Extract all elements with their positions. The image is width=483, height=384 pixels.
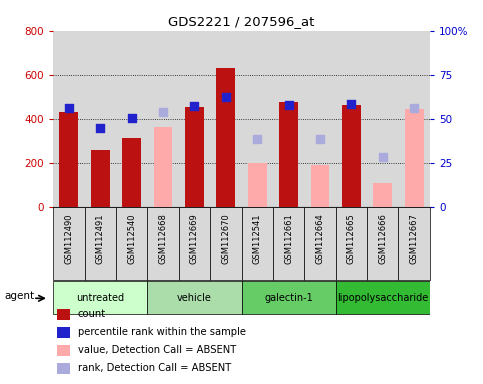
Bar [179,31,210,207]
Bar [279,103,298,207]
Bar [216,68,235,207]
Bar [242,281,336,314]
Text: GSM112666: GSM112666 [378,213,387,264]
Text: value, Detection Call = ABSENT: value, Detection Call = ABSENT [78,345,236,355]
Point [97,125,104,131]
Bar [398,31,430,207]
Bar [304,207,336,280]
Text: GSM112670: GSM112670 [221,213,230,264]
Point [128,115,135,121]
Bar [248,163,267,207]
Bar [53,281,147,314]
Bar [336,207,367,280]
Bar [53,31,85,207]
Bar [273,207,304,280]
Text: vehicle: vehicle [177,293,212,303]
Bar [273,31,304,207]
Bar [210,207,242,280]
Text: GSM112667: GSM112667 [410,213,419,264]
Text: GSM112541: GSM112541 [253,213,262,264]
Bar [53,207,85,280]
Text: GSM112665: GSM112665 [347,213,356,264]
Point [285,102,293,108]
Text: GSM112661: GSM112661 [284,213,293,264]
Point [159,109,167,116]
Bar [398,207,430,280]
Bar [336,31,367,207]
Text: percentile rank within the sample: percentile rank within the sample [78,327,246,337]
Bar [185,107,204,207]
Point [222,93,230,99]
Text: galectin-1: galectin-1 [264,293,313,303]
Point [348,101,355,107]
Bar [85,207,116,280]
Bar [116,207,147,280]
Point [191,103,199,109]
Point [411,105,418,111]
Bar [122,138,141,207]
Bar [179,207,210,280]
Bar [367,31,398,207]
Text: count: count [78,309,106,319]
Bar [57,345,70,356]
Bar [57,309,70,320]
Text: GSM112490: GSM112490 [64,213,73,264]
Text: untreated: untreated [76,293,124,303]
Bar [304,31,336,207]
Bar [210,31,242,207]
Bar [242,207,273,280]
Text: GSM112664: GSM112664 [315,213,325,264]
Bar [367,207,398,280]
Bar [91,150,110,207]
Bar [147,31,179,207]
Bar [311,166,329,207]
Text: GSM112669: GSM112669 [190,213,199,264]
Bar [147,207,179,280]
Text: rank, Detection Call = ABSENT: rank, Detection Call = ABSENT [78,363,231,373]
Bar [336,281,430,314]
Bar [57,363,70,374]
Bar [405,109,424,207]
Title: GDS2221 / 207596_at: GDS2221 / 207596_at [168,15,315,28]
Bar [147,281,242,314]
Bar [59,113,78,207]
Point [253,136,261,142]
Text: GSM112491: GSM112491 [96,213,105,264]
Bar [373,183,392,207]
Bar [57,327,70,338]
Text: GSM112540: GSM112540 [127,213,136,264]
Text: agent: agent [4,291,34,301]
Text: GSM112668: GSM112668 [158,213,168,264]
Bar [342,105,361,207]
Bar [85,31,116,207]
Bar [242,31,273,207]
Bar [154,127,172,207]
Text: lipopolysaccharide: lipopolysaccharide [337,293,428,303]
Bar [116,31,147,207]
Point [379,154,387,160]
Point [316,136,324,142]
Point [65,105,73,111]
